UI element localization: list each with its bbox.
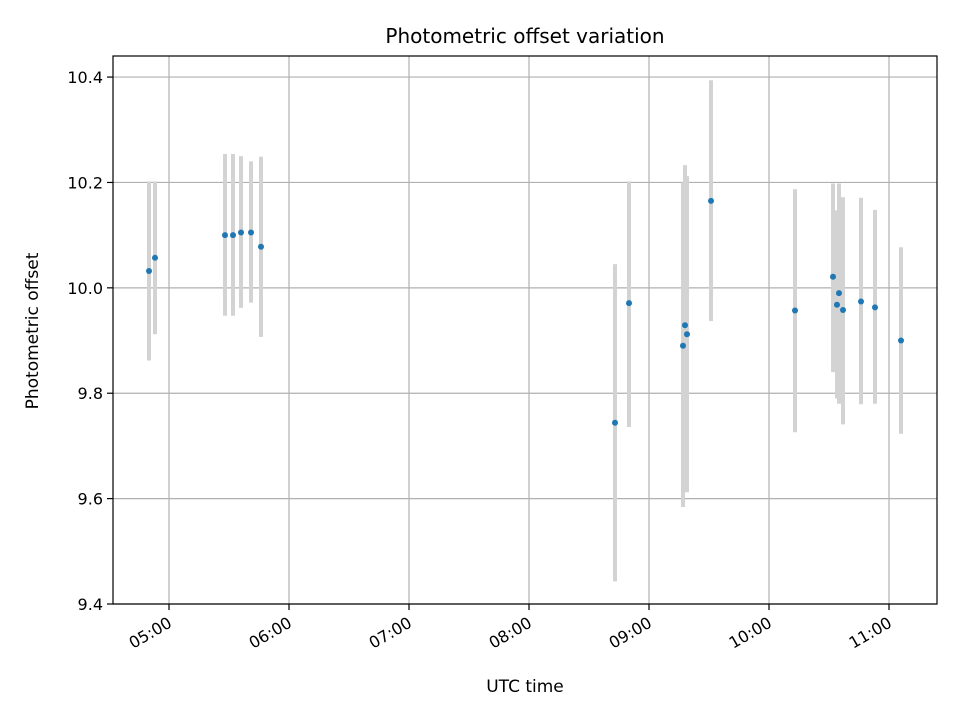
y-axis-title: Photometric offset (23, 252, 43, 409)
y-tick-label: 9.8 (78, 384, 103, 403)
data-point (836, 290, 842, 297)
data-point (792, 307, 798, 314)
data-point (230, 232, 236, 239)
y-tick-label: 10.2 (67, 173, 103, 192)
chart-title: Photometric offset variation (385, 24, 664, 48)
data-point (680, 342, 686, 349)
data-points (146, 197, 904, 426)
data-point (222, 232, 228, 239)
data-point (248, 229, 254, 236)
data-point (684, 331, 690, 338)
data-point (682, 322, 688, 329)
data-point (612, 419, 618, 426)
data-point (834, 301, 840, 308)
y-tick-label: 9.6 (78, 490, 103, 509)
data-point (146, 267, 152, 274)
data-point (898, 337, 904, 344)
data-point (258, 243, 264, 250)
data-point (626, 300, 632, 307)
y-tick-label: 10.4 (67, 68, 103, 87)
y-tick-label: 9.4 (78, 595, 103, 614)
y-axis-ticks: 9.4 9.6 9.8 10.0 10.2 10.4 (67, 68, 113, 614)
y-tick-label: 10.0 (67, 279, 103, 298)
data-point (830, 273, 836, 280)
x-axis-title: UTC time (486, 677, 564, 697)
data-point (840, 306, 846, 313)
plot-area-frame (112, 55, 938, 605)
data-point (238, 229, 244, 236)
data-point (152, 254, 158, 261)
data-point (858, 298, 864, 305)
data-point (872, 304, 878, 311)
data-point (708, 197, 714, 204)
